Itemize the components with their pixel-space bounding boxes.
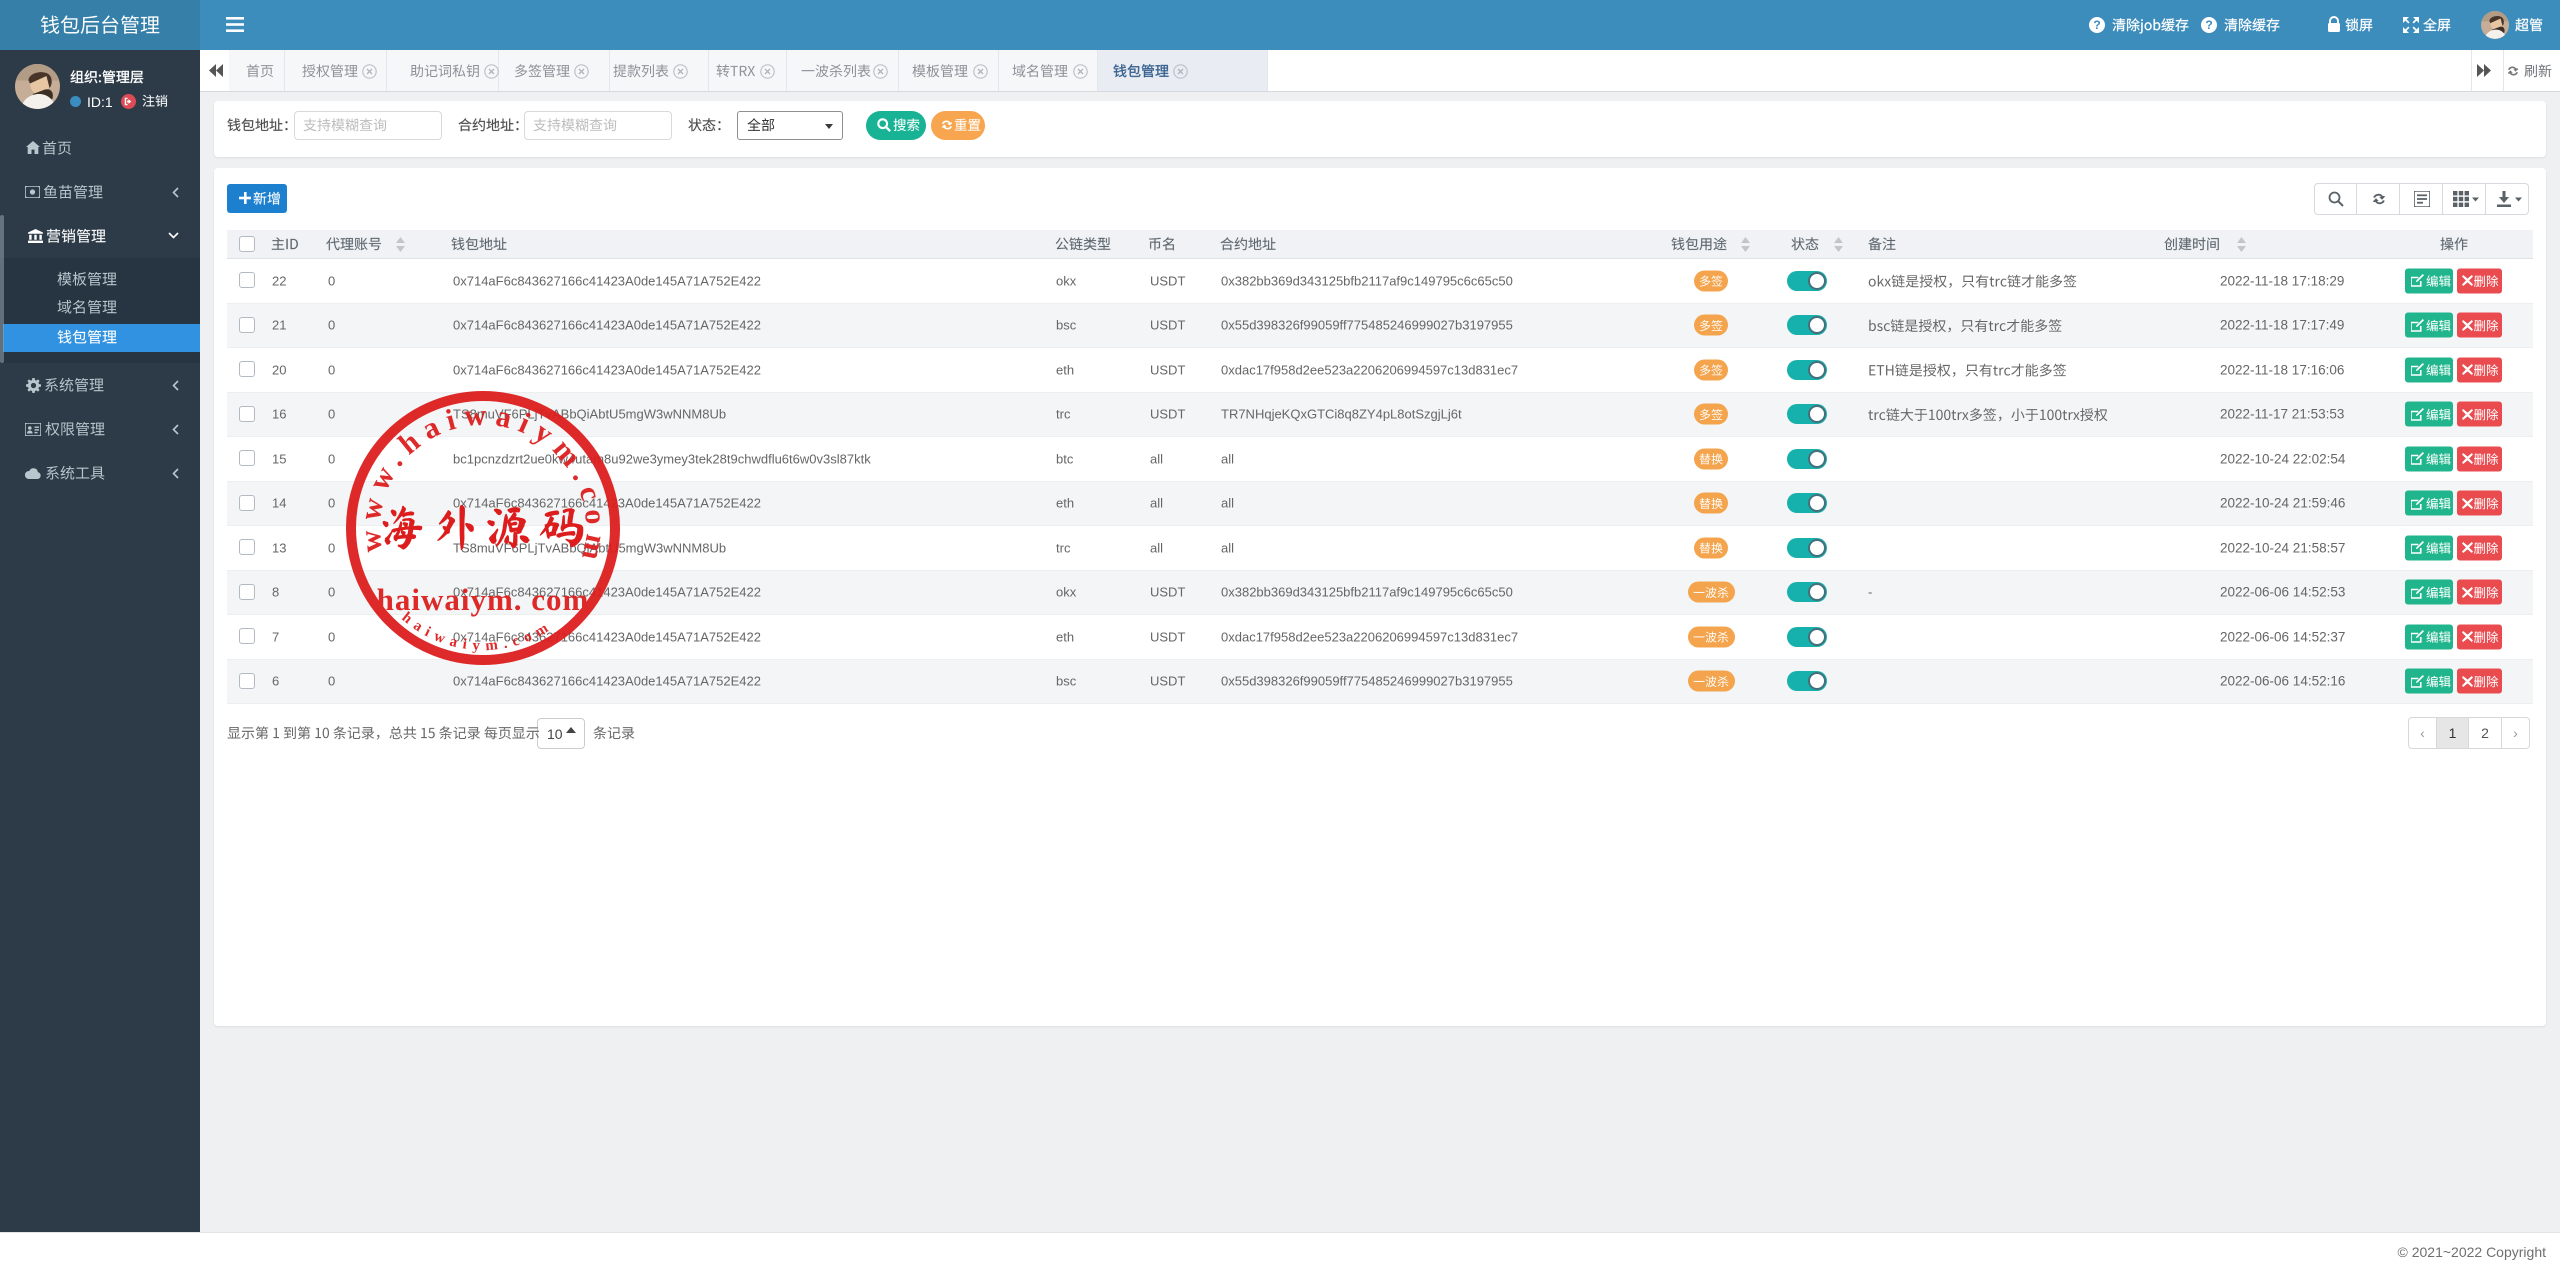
svg-text:?: ?	[2093, 18, 2100, 32]
svg-text:?: ?	[2205, 18, 2212, 32]
